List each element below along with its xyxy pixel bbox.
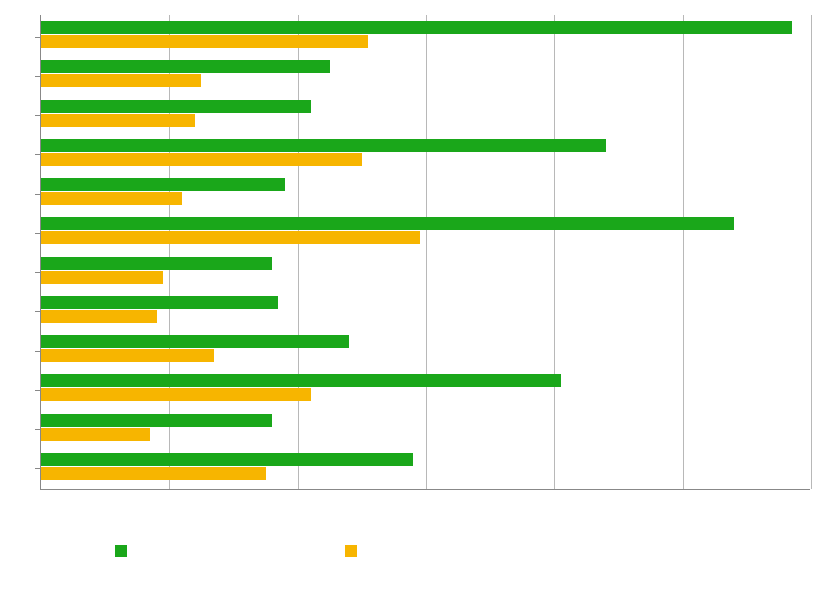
bar-orange [41,388,311,401]
gridline [554,15,555,489]
bar-green [41,217,734,230]
bar-orange [41,192,182,205]
bar-orange [41,349,214,362]
gridline [811,15,812,489]
chart-container [40,15,810,490]
legend-item [115,545,215,557]
bar-green [41,257,272,270]
bar-green [41,453,413,466]
bar-orange [41,271,163,284]
gridline [683,15,684,489]
bar-orange [41,231,420,244]
bar-green [41,100,311,113]
bar-green [41,139,606,152]
bar-green [41,374,561,387]
gridline [298,15,299,489]
bar-orange [41,310,157,323]
bar-green [41,335,349,348]
legend-swatch [115,545,127,557]
bar-orange [41,74,201,87]
bar-orange [41,35,368,48]
legend [115,545,445,557]
legend-swatch [345,545,357,557]
plot-area [40,15,810,490]
bar-green [41,296,278,309]
bar-orange [41,114,195,127]
legend-item [345,545,445,557]
bar-orange [41,153,362,166]
bar-green [41,21,792,34]
bar-green [41,178,285,191]
bar-green [41,414,272,427]
bar-orange [41,428,150,441]
bar-orange [41,467,266,480]
bar-green [41,60,330,73]
gridline [426,15,427,489]
